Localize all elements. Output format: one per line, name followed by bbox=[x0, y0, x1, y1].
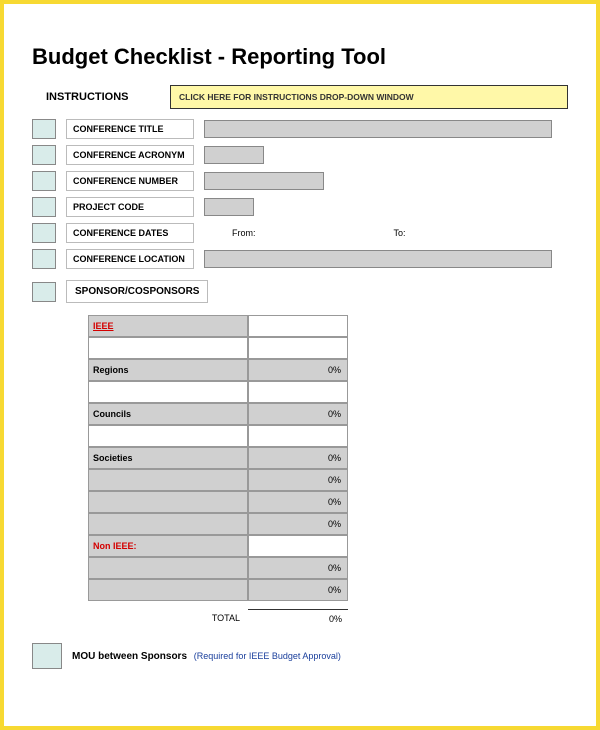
checkbox-conference-location[interactable] bbox=[32, 249, 56, 269]
mou-row: MOU between Sponsors (Required for IEEE … bbox=[32, 643, 568, 669]
from-label: From: bbox=[232, 228, 256, 238]
instructions-row: INSTRUCTIONS CLICK HERE FOR INSTRUCTIONS… bbox=[32, 84, 568, 110]
sponsor-cell-right[interactable]: 0% bbox=[248, 403, 348, 425]
sponsor-cell-right[interactable]: 0% bbox=[248, 513, 348, 535]
mou-label: MOU between Sponsors (Required for IEEE … bbox=[72, 651, 341, 662]
sponsor-cell-left[interactable]: Regions bbox=[88, 359, 248, 381]
row-conference-number: CONFERENCE NUMBER bbox=[32, 170, 568, 192]
row-project-code: PROJECT CODE bbox=[32, 196, 568, 218]
mou-text: MOU between Sponsors bbox=[72, 651, 187, 662]
sponsor-row: IEEE bbox=[88, 315, 348, 337]
checkbox-conference-acronym[interactable] bbox=[32, 145, 56, 165]
label-conference-location: CONFERENCE LOCATION bbox=[66, 249, 194, 269]
label-conference-dates: CONFERENCE DATES bbox=[66, 223, 194, 243]
sponsor-row: Societies0% bbox=[88, 447, 348, 469]
checkbox-conference-number[interactable] bbox=[32, 171, 56, 191]
sponsor-row: 0% bbox=[88, 491, 348, 513]
checkbox-project-code[interactable] bbox=[32, 197, 56, 217]
sponsor-cell-left[interactable] bbox=[88, 513, 248, 535]
label-conference-acronym: CONFERENCE ACRONYM bbox=[66, 145, 194, 165]
row-conference-title: CONFERENCE TITLE bbox=[32, 118, 568, 140]
checkbox-sponsor[interactable] bbox=[32, 282, 56, 302]
sponsor-row bbox=[88, 337, 348, 359]
total-label: TOTAL bbox=[88, 609, 248, 629]
field-project-code[interactable] bbox=[204, 198, 254, 216]
sponsor-cell-left[interactable]: Non IEEE: bbox=[88, 535, 248, 557]
to-label: To: bbox=[394, 228, 406, 238]
sponsor-row: 0% bbox=[88, 557, 348, 579]
field-conference-location[interactable] bbox=[204, 250, 552, 268]
sponsor-row: 0% bbox=[88, 579, 348, 601]
checkbox-mou[interactable] bbox=[32, 643, 62, 669]
field-conference-title[interactable] bbox=[204, 120, 552, 138]
label-conference-title: CONFERENCE TITLE bbox=[66, 119, 194, 139]
sponsor-cell-right[interactable]: 0% bbox=[248, 469, 348, 491]
sponsor-row: 0% bbox=[88, 469, 348, 491]
sponsor-cell-right[interactable]: 0% bbox=[248, 557, 348, 579]
sponsor-section-row: SPONSOR/COSPONSORS bbox=[32, 280, 568, 303]
total-row: TOTAL 0% bbox=[88, 609, 348, 629]
sponsor-cell-right[interactable] bbox=[248, 425, 348, 447]
checkbox-conference-title[interactable] bbox=[32, 119, 56, 139]
mou-note: (Required for IEEE Budget Approval) bbox=[194, 651, 341, 661]
sponsor-row bbox=[88, 381, 348, 403]
row-conference-location: CONFERENCE LOCATION bbox=[32, 248, 568, 270]
sponsor-row: 0% bbox=[88, 513, 348, 535]
sponsor-section-label: SPONSOR/COSPONSORS bbox=[66, 280, 208, 303]
sponsor-cell-left[interactable] bbox=[88, 425, 248, 447]
sponsor-cell-left[interactable]: Councils bbox=[88, 403, 248, 425]
sponsor-cell-left[interactable] bbox=[88, 469, 248, 491]
total-value: 0% bbox=[248, 609, 348, 629]
page-title: Budget Checklist - Reporting Tool bbox=[32, 44, 568, 70]
sponsor-cell-right[interactable] bbox=[248, 315, 348, 337]
dates-fields: From: To: bbox=[204, 228, 568, 238]
document-frame: Budget Checklist - Reporting Tool INSTRU… bbox=[0, 0, 600, 730]
sponsor-table: IEEERegions0%Councils0%Societies0%0%0%0%… bbox=[88, 315, 348, 601]
field-conference-acronym[interactable] bbox=[204, 146, 264, 164]
sponsor-cell-left[interactable] bbox=[88, 579, 248, 601]
sponsor-row: Non IEEE: bbox=[88, 535, 348, 557]
sponsor-cell-right[interactable] bbox=[248, 535, 348, 557]
sponsor-cell-right[interactable]: 0% bbox=[248, 359, 348, 381]
field-conference-number[interactable] bbox=[204, 172, 324, 190]
sponsor-cell-left[interactable] bbox=[88, 381, 248, 403]
sponsor-row: Regions0% bbox=[88, 359, 348, 381]
sponsor-row bbox=[88, 425, 348, 447]
sponsor-row: Councils0% bbox=[88, 403, 348, 425]
row-conference-acronym: CONFERENCE ACRONYM bbox=[32, 144, 568, 166]
checkbox-conference-dates[interactable] bbox=[32, 223, 56, 243]
sponsor-cell-left[interactable] bbox=[88, 337, 248, 359]
label-project-code: PROJECT CODE bbox=[66, 197, 194, 217]
sponsor-cell-right[interactable] bbox=[248, 381, 348, 403]
sponsor-cell-left[interactable]: IEEE bbox=[88, 315, 248, 337]
instructions-label: INSTRUCTIONS bbox=[42, 85, 170, 109]
row-conference-dates: CONFERENCE DATES From: To: bbox=[32, 222, 568, 244]
sponsor-cell-right[interactable] bbox=[248, 337, 348, 359]
instructions-banner[interactable]: CLICK HERE FOR INSTRUCTIONS DROP-DOWN WI… bbox=[170, 85, 568, 109]
sponsor-cell-left[interactable]: Societies bbox=[88, 447, 248, 469]
sponsor-cell-right[interactable]: 0% bbox=[248, 491, 348, 513]
sponsor-cell-left[interactable] bbox=[88, 491, 248, 513]
sponsor-cell-left[interactable] bbox=[88, 557, 248, 579]
label-conference-number: CONFERENCE NUMBER bbox=[66, 171, 194, 191]
sponsor-cell-right[interactable]: 0% bbox=[248, 579, 348, 601]
sponsor-cell-right[interactable]: 0% bbox=[248, 447, 348, 469]
